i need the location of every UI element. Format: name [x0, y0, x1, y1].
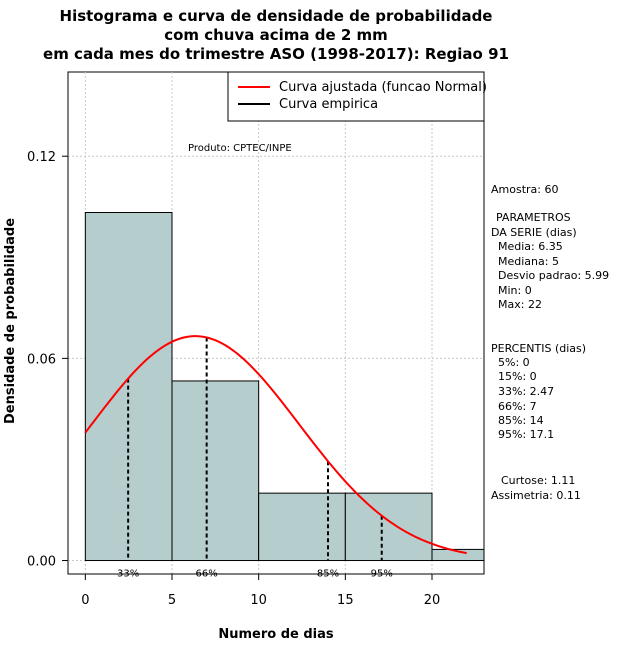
y-tick-label-1: 0.06 — [27, 352, 56, 367]
param-median: Mediana: 5 — [498, 255, 559, 268]
bars-layer — [84, 211, 485, 562]
histogram-bar-4 — [431, 548, 485, 562]
legend-label-empirical: Curva empirica — [279, 97, 378, 112]
chart-title-line-2: com chuva acima de 2 mm — [164, 26, 388, 44]
legend-box — [227, 71, 485, 122]
skewness: Assimetria: 0.11 — [491, 489, 581, 502]
param-max: Max: 22 — [498, 298, 542, 311]
percentile-66: 66%: 7 — [498, 400, 537, 413]
fitted-curve-layer — [84, 335, 467, 555]
y-tick-label-2: 0.12 — [27, 150, 56, 165]
x-tick-label-4: 20 — [424, 593, 441, 608]
x-axis-title: Numero de dias — [218, 627, 334, 642]
percentile-95: 95%: 17.1 — [498, 428, 554, 441]
x-tick-label-2: 10 — [250, 593, 267, 608]
percentile-33: 33%: 2.47 — [498, 385, 554, 398]
percentile-85: 85%: 14 — [498, 414, 544, 427]
percentile-5: 5%: 0 — [498, 356, 530, 369]
histogram-bar-3 — [344, 492, 433, 562]
histogram-bar-1 — [171, 380, 260, 562]
param-stddev: Desvio padrao: 5.99 — [498, 269, 609, 282]
param-mean: Media: 6.35 — [498, 240, 563, 253]
kurtosis: Curtose: 1.11 — [501, 474, 575, 487]
x-tick-label-3: 15 — [337, 593, 354, 608]
percentiles-title: PERCENTIS (dias) — [491, 342, 586, 355]
fitted-normal-curve — [84, 335, 467, 555]
legend: Curva ajustada (funcao Normal) Curva emp… — [227, 71, 487, 122]
percentile-15: 15%: 0 — [498, 370, 537, 383]
sample-size: Amostra: 60 — [491, 183, 558, 196]
legend-label-fitted: Curva ajustada (funcao Normal) — [279, 80, 487, 95]
product-annotation: Produto: CPTEC/INPE — [188, 143, 292, 154]
y-axis-title: Densidade de probabilidade — [3, 218, 18, 424]
chart-title-line-1: Histograma e curva de densidade de proba… — [60, 7, 493, 25]
y-tick-label-0: 0.00 — [27, 555, 56, 570]
chart-title-line-3: em cada mes do trimestre ASO (1998-2017)… — [43, 45, 509, 63]
x-tick-label-1: 5 — [168, 593, 176, 608]
param-min: Min: 0 — [498, 284, 532, 297]
histogram-bar-2 — [258, 492, 346, 562]
statistics-panel: Amostra: 60 PARAMETROS DA SERIE (dias) M… — [491, 183, 609, 502]
x-tick-label-0: 0 — [81, 593, 89, 608]
axis-layer: 0 5 10 15 20 0.00 0.06 0.12 — [27, 150, 440, 608]
params-title-1: PARAMETROS — [496, 211, 571, 224]
params-title-2: DA SERIE (dias) — [491, 226, 577, 239]
